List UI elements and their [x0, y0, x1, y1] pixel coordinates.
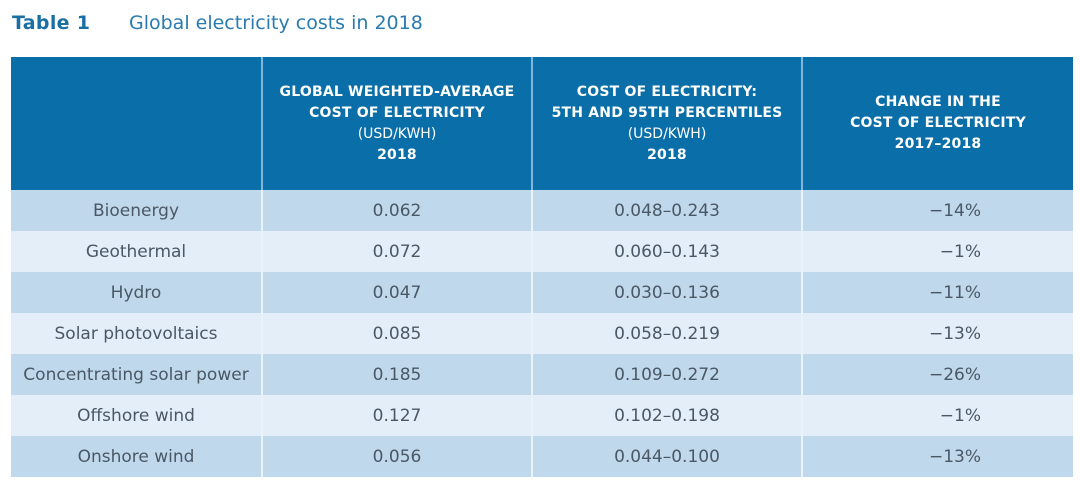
- header-year: 2017–2018: [894, 136, 982, 152]
- header-line: COST OF ELECTRICITY: [309, 104, 485, 121]
- percentile-range-cell: 0.102–0.198: [532, 395, 803, 436]
- weighted-average-cell: 0.085: [262, 313, 533, 354]
- header-technology: [11, 57, 263, 190]
- technology-cell: Hydro: [11, 272, 263, 313]
- technology-cell: Onshore wind: [11, 436, 263, 477]
- change-cell: −13%: [802, 436, 1073, 477]
- header-line: 5TH AND 95TH PERCENTILES: [551, 104, 783, 121]
- table-number-label: Table 1: [12, 12, 91, 34]
- table-header-row: GLOBAL WEIGHTED-AVERAGE COST OF ELECTRIC…: [11, 57, 1073, 190]
- table-row: Hydro 0.047 0.030–0.136 −11%: [11, 272, 1073, 313]
- table-row: Offshore wind 0.127 0.102–0.198 −1%: [11, 395, 1073, 436]
- technology-cell: Bioenergy: [11, 190, 263, 231]
- table-row: Solar photovoltaics 0.085 0.058–0.219 −1…: [11, 313, 1073, 354]
- table-caption: Table 1 Global electricity costs in 2018: [12, 8, 423, 38]
- header-percentiles: COST OF ELECTRICITY: 5TH AND 95TH PERCEN…: [532, 57, 803, 190]
- header-change: CHANGE IN THE COST OF ELECTRICITY 2017–2…: [802, 57, 1073, 190]
- technology-cell: Geothermal: [11, 231, 263, 272]
- header-line: COST OF ELECTRICITY: [850, 115, 1026, 131]
- header-weighted-average: GLOBAL WEIGHTED-AVERAGE COST OF ELECTRIC…: [262, 57, 533, 190]
- table-row: Bioenergy 0.062 0.048–0.243 −14%: [11, 190, 1073, 231]
- percentile-range-cell: 0.109–0.272: [532, 354, 803, 395]
- change-cell: −1%: [802, 395, 1073, 436]
- header-year: 2018: [377, 146, 417, 163]
- percentile-range-cell: 0.060–0.143: [532, 231, 803, 272]
- header-year: 2018: [647, 146, 687, 163]
- technology-cell: Concentrating solar power: [11, 354, 263, 395]
- electricity-costs-table: GLOBAL WEIGHTED-AVERAGE COST OF ELECTRIC…: [11, 57, 1073, 477]
- header-unit: (USD/KWH): [357, 125, 437, 142]
- weighted-average-cell: 0.127: [262, 395, 533, 436]
- table-row: Concentrating solar power 0.185 0.109–0.…: [11, 354, 1073, 395]
- table-row: Onshore wind 0.056 0.044–0.100 −13%: [11, 436, 1073, 477]
- technology-cell: Solar photovoltaics: [11, 313, 263, 354]
- table-title: Global electricity costs in 2018: [129, 12, 423, 34]
- change-cell: −1%: [802, 231, 1073, 272]
- percentile-range-cell: 0.030–0.136: [532, 272, 803, 313]
- weighted-average-cell: 0.056: [262, 436, 533, 477]
- change-cell: −11%: [802, 272, 1073, 313]
- percentile-range-cell: 0.048–0.243: [532, 190, 803, 231]
- percentile-range-cell: 0.058–0.219: [532, 313, 803, 354]
- header-line: GLOBAL WEIGHTED-AVERAGE: [279, 83, 515, 100]
- weighted-average-cell: 0.072: [262, 231, 533, 272]
- change-cell: −14%: [802, 190, 1073, 231]
- header-unit: (USD/KWH): [627, 125, 707, 142]
- weighted-average-cell: 0.047: [262, 272, 533, 313]
- weighted-average-cell: 0.185: [262, 354, 533, 395]
- change-cell: −26%: [802, 354, 1073, 395]
- technology-cell: Offshore wind: [11, 395, 263, 436]
- header-line: COST OF ELECTRICITY:: [576, 83, 758, 100]
- percentile-range-cell: 0.044–0.100: [532, 436, 803, 477]
- header-line: CHANGE IN THE: [875, 94, 1001, 110]
- table-row: Geothermal 0.072 0.060–0.143 −1%: [11, 231, 1073, 272]
- change-cell: −13%: [802, 313, 1073, 354]
- weighted-average-cell: 0.062: [262, 190, 533, 231]
